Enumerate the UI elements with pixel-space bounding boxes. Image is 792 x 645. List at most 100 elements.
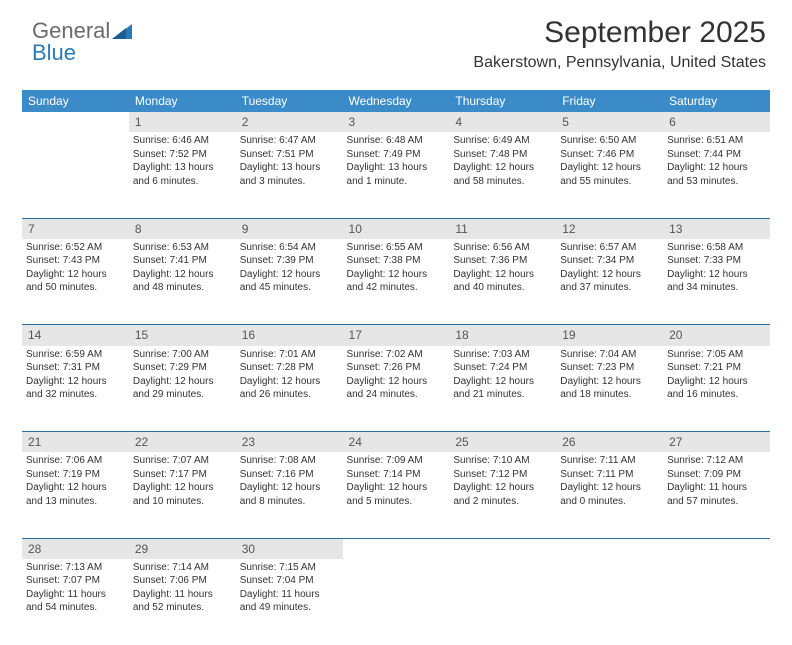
day-number-cell [343,539,450,559]
sunrise-text: Sunrise: 6:57 AM [560,241,659,255]
sunset-text: Sunset: 7:52 PM [133,148,232,162]
sunrise-text: Sunrise: 7:11 AM [560,454,659,468]
sunrise-text: Sunrise: 6:46 AM [133,134,232,148]
week-row: Sunrise: 6:46 AMSunset: 7:52 PM Daylight:… [22,132,770,218]
daylight-text: Daylight: 12 hours and 18 minutes. [560,375,659,402]
day-number-cell: 12 [556,219,663,239]
day-number-cell [663,539,770,559]
sunset-text: Sunset: 7:46 PM [560,148,659,162]
day-number-cell: 28 [22,539,129,559]
day-header: Friday [556,90,663,112]
sunset-text: Sunset: 7:43 PM [26,254,125,268]
day-number-cell: 19 [556,325,663,345]
daylight-text: Daylight: 12 hours and 13 minutes. [26,481,125,508]
day-header: Tuesday [236,90,343,112]
daynum-row: 123456 [22,112,770,132]
day-header: Saturday [663,90,770,112]
day-number-cell: 2 [236,112,343,132]
day-number-cell: 24 [343,432,450,452]
day-cell: Sunrise: 7:01 AMSunset: 7:28 PMDaylight:… [236,346,343,432]
day-cell: Sunrise: 6:56 AMSunset: 7:36 PMDaylight:… [449,239,556,325]
sunset-text: Sunset: 7:09 PM [667,468,766,482]
sunrise-text: Sunrise: 6:53 AM [133,241,232,255]
daylight-text: Daylight: 12 hours and 26 minutes. [240,375,339,402]
daylight-text: Daylight: 13 hours and 3 minutes. [240,161,339,188]
sunset-text: Sunset: 7:49 PM [347,148,446,162]
brand-logo: General Blue [32,20,134,64]
daylight-text: Daylight: 12 hours and 42 minutes. [347,268,446,295]
day-number-cell: 15 [129,325,236,345]
day-number-cell: 16 [236,325,343,345]
daylight-text: Daylight: 11 hours and 54 minutes. [26,588,125,615]
sunset-text: Sunset: 7:28 PM [240,361,339,375]
day-cell: Sunrise: 6:59 AMSunset: 7:31 PMDaylight:… [22,346,129,432]
day-number-cell: 9 [236,219,343,239]
day-number-cell: 25 [449,432,556,452]
daylight-text: Daylight: 12 hours and 10 minutes. [133,481,232,508]
day-cell [343,559,450,645]
daylight-text: Daylight: 12 hours and 58 minutes. [453,161,552,188]
day-header: Monday [129,90,236,112]
day-number-cell: 18 [449,325,556,345]
day-cell: Sunrise: 7:10 AMSunset: 7:12 PMDaylight:… [449,452,556,538]
day-number-cell: 17 [343,325,450,345]
sunrise-text: Sunrise: 7:08 AM [240,454,339,468]
daynum-row: 21222324252627 [22,432,770,452]
sunrise-text: Sunrise: 7:05 AM [667,348,766,362]
sunset-text: Sunset: 7:11 PM [560,468,659,482]
day-number-cell: 6 [663,112,770,132]
sunrise-text: Sunrise: 7:14 AM [133,561,232,575]
day-cell: Sunrise: 7:09 AMSunset: 7:14 PMDaylight:… [343,452,450,538]
day-cell: Sunrise: 7:06 AMSunset: 7:19 PMDaylight:… [22,452,129,538]
sunrise-text: Sunrise: 7:07 AM [133,454,232,468]
day-cell [556,559,663,645]
sunrise-text: Sunrise: 7:04 AM [560,348,659,362]
sunset-text: Sunset: 7:31 PM [26,361,125,375]
sunset-text: Sunset: 7:19 PM [26,468,125,482]
daynum-row: 282930 [22,539,770,559]
daynum-row: 14151617181920 [22,325,770,345]
day-cell: Sunrise: 6:55 AMSunset: 7:38 PMDaylight:… [343,239,450,325]
daylight-text: Daylight: 12 hours and 34 minutes. [667,268,766,295]
day-number-cell: 23 [236,432,343,452]
day-number-cell: 21 [22,432,129,452]
day-cell: Sunrise: 6:58 AMSunset: 7:33 PMDaylight:… [663,239,770,325]
sunrise-text: Sunrise: 7:09 AM [347,454,446,468]
sunrise-text: Sunrise: 7:03 AM [453,348,552,362]
calendar-table: Sunday Monday Tuesday Wednesday Thursday… [22,90,770,645]
day-number-cell: 26 [556,432,663,452]
daylight-text: Daylight: 12 hours and 21 minutes. [453,375,552,402]
week-row: Sunrise: 6:52 AMSunset: 7:43 PMDaylight:… [22,239,770,325]
week-row: Sunrise: 7:06 AMSunset: 7:19 PMDaylight:… [22,452,770,538]
day-cell [22,132,129,218]
day-number-cell: 14 [22,325,129,345]
day-cell: Sunrise: 7:15 AMSunset: 7:04 PMDaylight:… [236,559,343,645]
daylight-text: Daylight: 12 hours and 16 minutes. [667,375,766,402]
day-number-cell: 1 [129,112,236,132]
sunset-text: Sunset: 7:21 PM [667,361,766,375]
sunrise-text: Sunrise: 7:02 AM [347,348,446,362]
day-cell: Sunrise: 6:49 AMSunset: 7:48 PMDaylight:… [449,132,556,218]
brand-part2: Blue [32,40,76,65]
sunset-text: Sunset: 7:34 PM [560,254,659,268]
day-number-cell: 30 [236,539,343,559]
sunset-text: Sunset: 7:17 PM [133,468,232,482]
day-header-row: Sunday Monday Tuesday Wednesday Thursday… [22,90,770,112]
day-cell: Sunrise: 7:07 AMSunset: 7:17 PMDaylight:… [129,452,236,538]
day-cell: Sunrise: 6:48 AMSunset: 7:49 PMDaylight:… [343,132,450,218]
sunrise-text: Sunrise: 7:10 AM [453,454,552,468]
sunrise-text: Sunrise: 6:58 AM [667,241,766,255]
location-line: Bakerstown, Pennsylvania, United States [473,54,766,72]
day-number-cell: 20 [663,325,770,345]
day-cell: Sunrise: 6:46 AMSunset: 7:52 PMDaylight:… [129,132,236,218]
day-cell: Sunrise: 7:12 AMSunset: 7:09 PMDaylight:… [663,452,770,538]
daylight-text: Daylight: 12 hours and 50 minutes. [26,268,125,295]
sunset-text: Sunset: 7:48 PM [453,148,552,162]
sunrise-text: Sunrise: 6:50 AM [560,134,659,148]
day-cell: Sunrise: 6:52 AMSunset: 7:43 PMDaylight:… [22,239,129,325]
day-cell [663,559,770,645]
day-number-cell: 11 [449,219,556,239]
day-cell: Sunrise: 6:54 AMSunset: 7:39 PMDaylight:… [236,239,343,325]
daylight-text: Daylight: 12 hours and 48 minutes. [133,268,232,295]
daylight-text: Daylight: 12 hours and 2 minutes. [453,481,552,508]
